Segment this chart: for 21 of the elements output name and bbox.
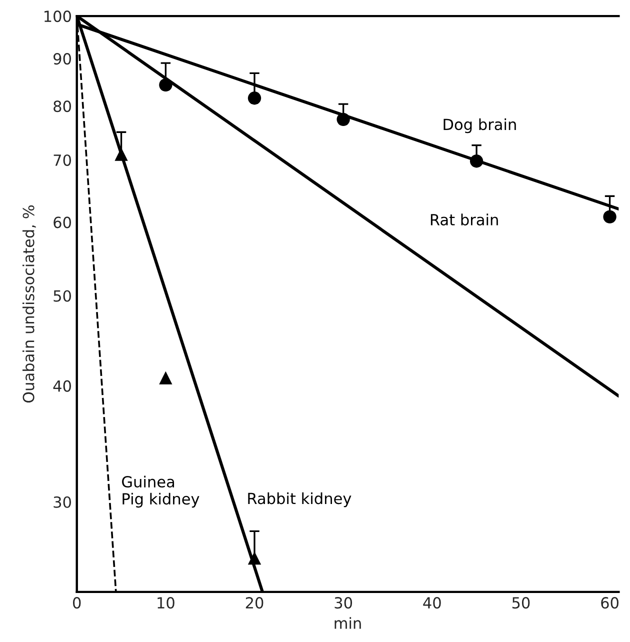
x-tick-label: 30: [334, 597, 352, 609]
series-label: Dog brain: [444, 118, 516, 134]
x-axis-title: min: [334, 617, 361, 629]
y-tick-label: 50: [54, 290, 71, 302]
text: Rat brain: [430, 214, 498, 226]
series-label: Rabbit kidney: [248, 492, 352, 508]
x-tick-label: 20: [246, 597, 264, 609]
y-tick-label: 100: [44, 10, 71, 22]
y-tick-label: 40: [53, 380, 71, 392]
series-label: Guinea Pig kidney: [122, 476, 200, 508]
x-tick-label: 10: [158, 597, 174, 609]
y-tick-label: 90: [54, 53, 71, 65]
y-tick-label: 70: [54, 154, 71, 166]
y-tick-label: 60: [54, 216, 71, 228]
x-tick-label: 40: [423, 597, 441, 609]
x-tick-label: 60: [601, 597, 618, 609]
x-tick-label: 50: [512, 597, 530, 609]
y-tick-label: 80: [54, 100, 71, 112]
x-tick-label: 0: [73, 597, 81, 609]
y-tick-label: 30: [54, 496, 71, 508]
y-axis-title: Ouabain undissociated, %: [22, 205, 36, 403]
